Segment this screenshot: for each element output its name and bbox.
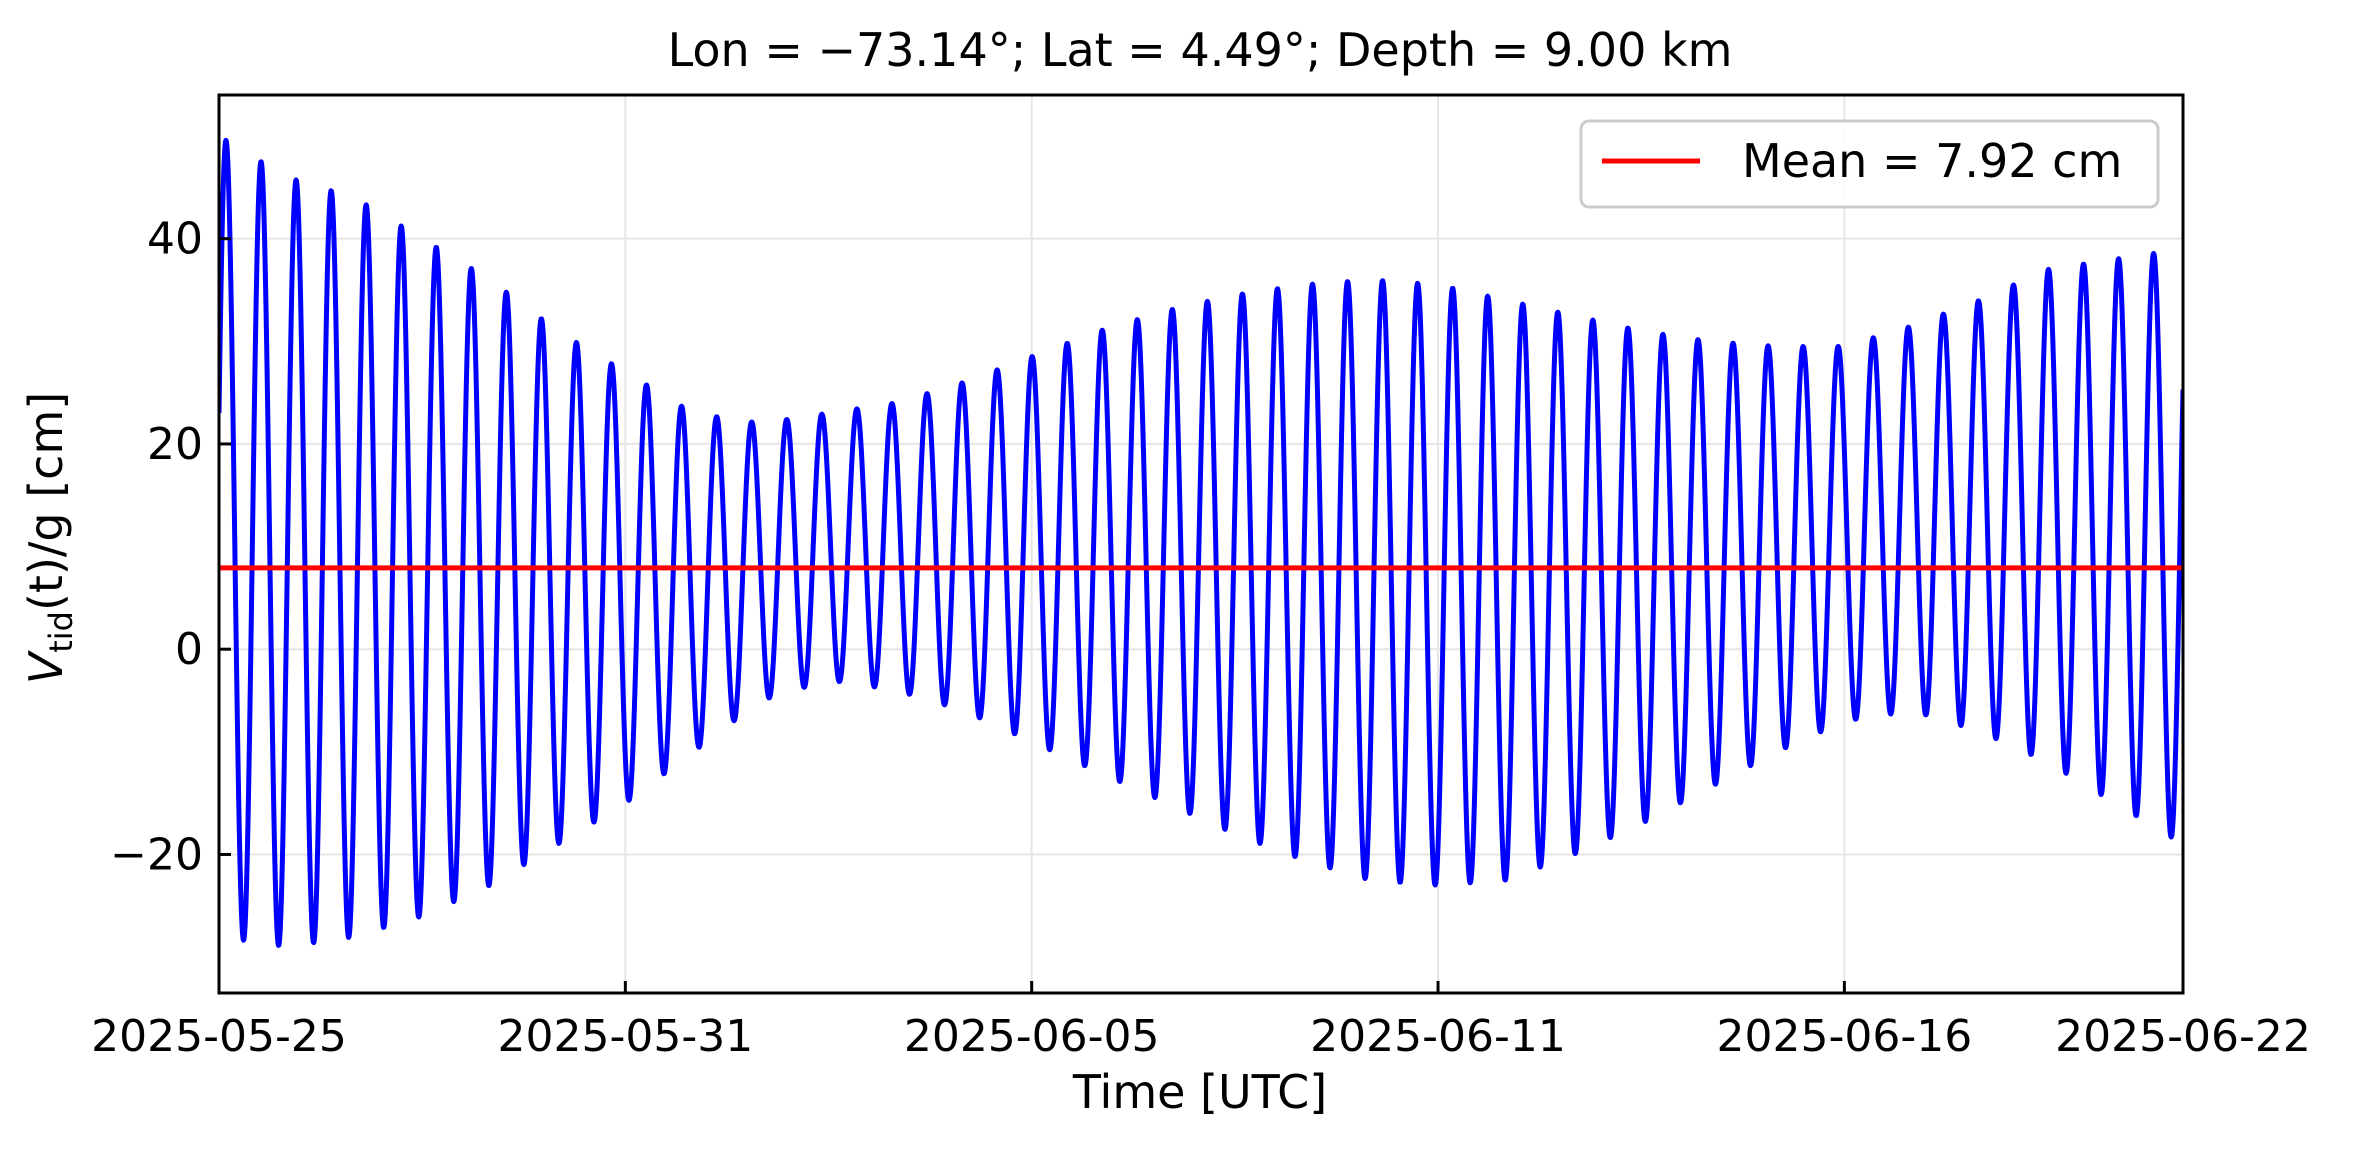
- x-tick-label: 2025-06-22: [2055, 1011, 2311, 1062]
- y-axis-label-subscript: tid: [42, 611, 80, 653]
- y-tick-label: 40: [147, 214, 203, 265]
- y-axis-label-symbol: V: [19, 649, 73, 684]
- x-tick-label: 2025-05-25: [91, 1011, 347, 1062]
- y-axis-label: Vtid(t)/g [cm]: [19, 392, 80, 684]
- axes-frame: [217, 93, 2185, 995]
- plot-area: [219, 137, 2183, 948]
- tide-series-line: [219, 137, 2183, 948]
- legend: Mean = 7.92 cm: [1579, 119, 2160, 209]
- legend-label-mean: Mean = 7.92 cm: [1742, 134, 2122, 188]
- x-axis-label: Time [UTC]: [1072, 1065, 1327, 1119]
- y-tick-label: 20: [147, 419, 203, 470]
- x-tick-label: 2025-06-05: [904, 1011, 1160, 1062]
- x-tick-label: 2025-06-16: [1717, 1011, 1973, 1062]
- axes-border: [217, 93, 2185, 995]
- ticks: 2025-05-25 2025-05-31 2025-06-05 2025-06-11…: [91, 214, 2311, 1062]
- y-axis-label-rest: (t)/g [cm]: [19, 392, 73, 611]
- chart-title: Lon = −73.14°; Lat = 4.49°; Depth = 9.00…: [668, 23, 1733, 77]
- y-tick-label: −20: [110, 829, 203, 880]
- legend-box: [1579, 119, 2160, 209]
- x-tick-label: 2025-05-31: [497, 1011, 753, 1062]
- x-tick-label: 2025-06-11: [1310, 1011, 1566, 1062]
- y-tick-label: 0: [175, 624, 203, 675]
